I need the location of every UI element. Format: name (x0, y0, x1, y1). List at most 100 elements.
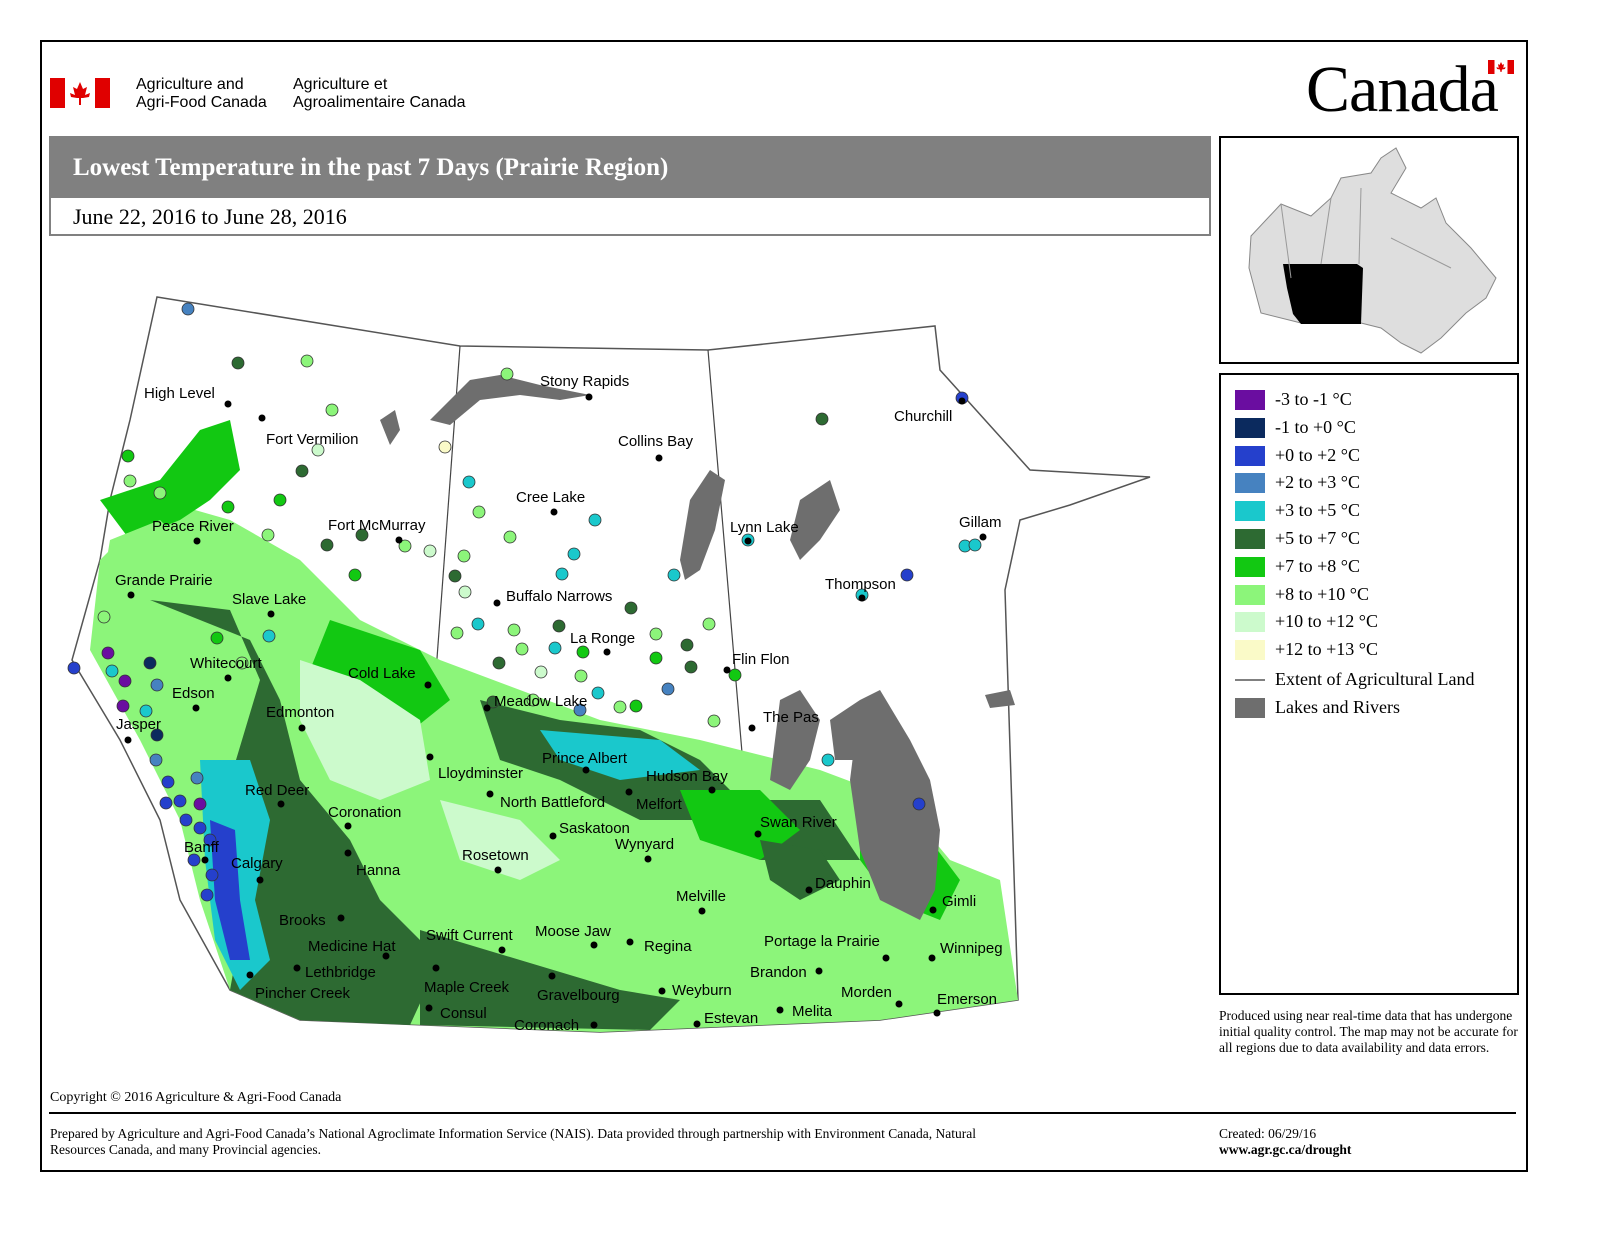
city-labels: High Level Fort Vermilion Peace River Fo… (115, 373, 1003, 1034)
city-label: Gillam (959, 514, 1002, 531)
city-label: Estevan (704, 1010, 758, 1027)
legend-swatch (1235, 445, 1265, 466)
legend-label: Extent of Agricultural Land (1275, 669, 1475, 689)
map-title: Lowest Temperature in the past 7 Days (P… (73, 154, 669, 181)
city-label: Edmonton (266, 704, 334, 721)
city-label: Prince Albert (542, 750, 628, 767)
city-label: La Ronge (570, 630, 635, 647)
legend: -3 to -1 °C -1 to +0 °C +0 to +2 °C +2 to +… (1219, 373, 1519, 995)
city-label: Calgary (231, 855, 283, 872)
city-label: Rosetown (462, 847, 529, 864)
city-label: Melfort (636, 796, 683, 813)
city-label: Jasper (116, 716, 161, 733)
lakes-swatch (1235, 698, 1265, 718)
copyright: Copyright © 2016 Agriculture & Agri-Food… (50, 1090, 342, 1105)
date-range: June 22, 2016 to June 28, 2016 (73, 204, 347, 229)
department-name-english: Agriculture and Agri-Food Canada (136, 76, 267, 112)
city-label: Meadow Lake (494, 693, 587, 710)
legend-swatch (1235, 556, 1265, 577)
city-label: Emerson (937, 991, 997, 1008)
legend-label: -3 to -1 °C (1275, 389, 1352, 409)
page-frame (40, 40, 1528, 1172)
legend-swatch (1235, 612, 1265, 633)
city-label: Cold Lake (348, 665, 416, 682)
city-label: Swan River (760, 814, 837, 831)
legend-label: -1 to +0 °C (1275, 416, 1356, 437)
dept-en-line2: Agri-Food Canada (136, 94, 267, 111)
ag-land-line-icon (1235, 679, 1265, 681)
created-date: Created: 06/29/16 (1219, 1126, 1317, 1141)
city-label: Coronation (328, 804, 401, 821)
city-label: Gravelbourg (537, 987, 620, 1004)
dept-en-line1: Agriculture and (136, 76, 244, 93)
city-dots (124, 393, 987, 1029)
canada-flag-icon (50, 78, 110, 108)
city-label: Wynyard (615, 836, 674, 853)
city-label: Brooks (279, 912, 326, 929)
city-label: Grande Prairie (115, 572, 213, 589)
legend-label: +0 to +2 °C (1275, 444, 1361, 465)
city-label: Thompson (825, 576, 896, 593)
city-label: Churchill (894, 408, 952, 425)
city-label: Fort McMurray (328, 517, 426, 534)
legend-swatch (1235, 473, 1265, 494)
city-label: Hudson Bay (646, 768, 728, 785)
city-label: Hanna (356, 862, 401, 879)
city-label: Banff (184, 839, 220, 856)
city-label: Slave Lake (232, 591, 306, 608)
temperature-zones (90, 420, 1018, 1032)
city-label: Maple Creek (424, 979, 510, 996)
city-label: Swift Current (426, 927, 514, 944)
legend-label: +5 to +7 °C (1275, 528, 1361, 548)
city-label: Moose Jaw (535, 923, 611, 940)
legend-label: +2 to +3 °C (1275, 472, 1361, 493)
city-label: Red Deer (245, 782, 309, 799)
legend-swatch (1235, 390, 1265, 410)
legend-swatch (1235, 417, 1265, 438)
city-label: Flin Flon (732, 651, 790, 668)
legend-label: Lakes and Rivers (1275, 697, 1400, 717)
legend-swatch (1235, 640, 1265, 661)
title-bar (51, 138, 1209, 198)
station-points (67, 302, 982, 902)
city-label: Pincher Creek (255, 985, 351, 1002)
legend-label: +12 to +13 °C (1275, 639, 1379, 660)
city-label: Weyburn (672, 982, 732, 999)
legend-label: +3 to +5 °C (1275, 500, 1361, 521)
city-label: High Level (144, 385, 215, 402)
city-label: Regina (644, 938, 692, 955)
legend-swatch (1235, 584, 1265, 605)
canada-locator-inset (1219, 136, 1519, 364)
legend-label: +10 to +12 °C (1275, 611, 1379, 632)
department-name-french: Agriculture et Agroalimentaire Canada (293, 76, 466, 112)
city-label: Peace River (152, 518, 234, 535)
city-label: Winnipeg (940, 940, 1003, 957)
city-label: Lynn Lake (730, 519, 799, 536)
city-label: Cree Lake (516, 489, 585, 506)
city-label: Lloydminster (438, 765, 523, 782)
city-label: The Pas (763, 709, 819, 726)
legend-label: +7 to +8 °C (1275, 555, 1361, 576)
city-label: Stony Rapids (540, 373, 629, 390)
city-label: Consul (440, 1005, 487, 1022)
data-quality-note: Produced using near real-time data that … (1219, 1008, 1518, 1055)
wordmark-flag-icon (1488, 60, 1514, 74)
created-info: Created: 06/29/16 www.agr.gc.ca/drought (1219, 1126, 1351, 1158)
dept-fr-line2: Agroalimentaire Canada (293, 94, 466, 111)
title-box: Lowest Temperature in the past 7 Days (P… (49, 136, 1211, 236)
city-label: Medicine Hat (308, 938, 396, 955)
city-label: Morden (841, 984, 892, 1001)
legend-swatch (1235, 501, 1265, 522)
dept-fr-line1: Agriculture et (293, 76, 388, 93)
city-label: Melita (792, 1003, 833, 1020)
city-label: Brandon (750, 964, 807, 981)
city-label: Lethbridge (305, 964, 376, 981)
city-label: Collins Bay (618, 433, 694, 450)
footer-divider (49, 1112, 1516, 1114)
locator-map (1248, 147, 1497, 354)
legend-label: +8 to +10 °C (1275, 583, 1370, 604)
city-label: Coronach (514, 1017, 579, 1034)
city-label: Melville (676, 888, 726, 905)
city-label: Edson (172, 685, 215, 702)
